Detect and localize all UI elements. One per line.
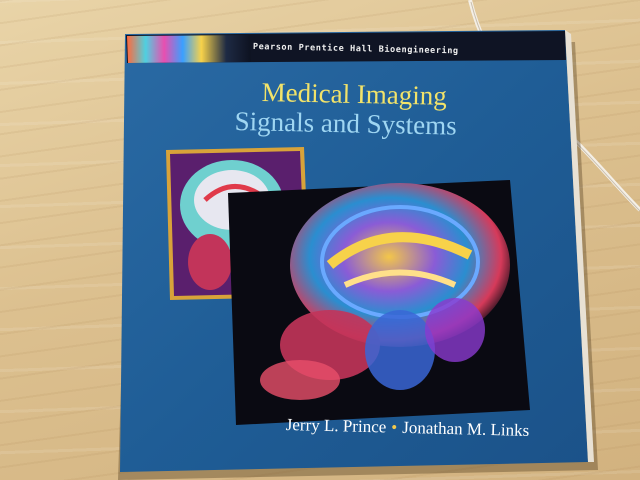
author-separator: •	[391, 417, 398, 437]
author-1: Jerry L. Prince	[285, 415, 387, 437]
series-banner-image	[127, 35, 251, 63]
book-page-edges	[565, 30, 594, 462]
title-line-2: Signals and Systems	[234, 106, 457, 141]
author-2: Jonathan M. Links	[402, 417, 530, 440]
